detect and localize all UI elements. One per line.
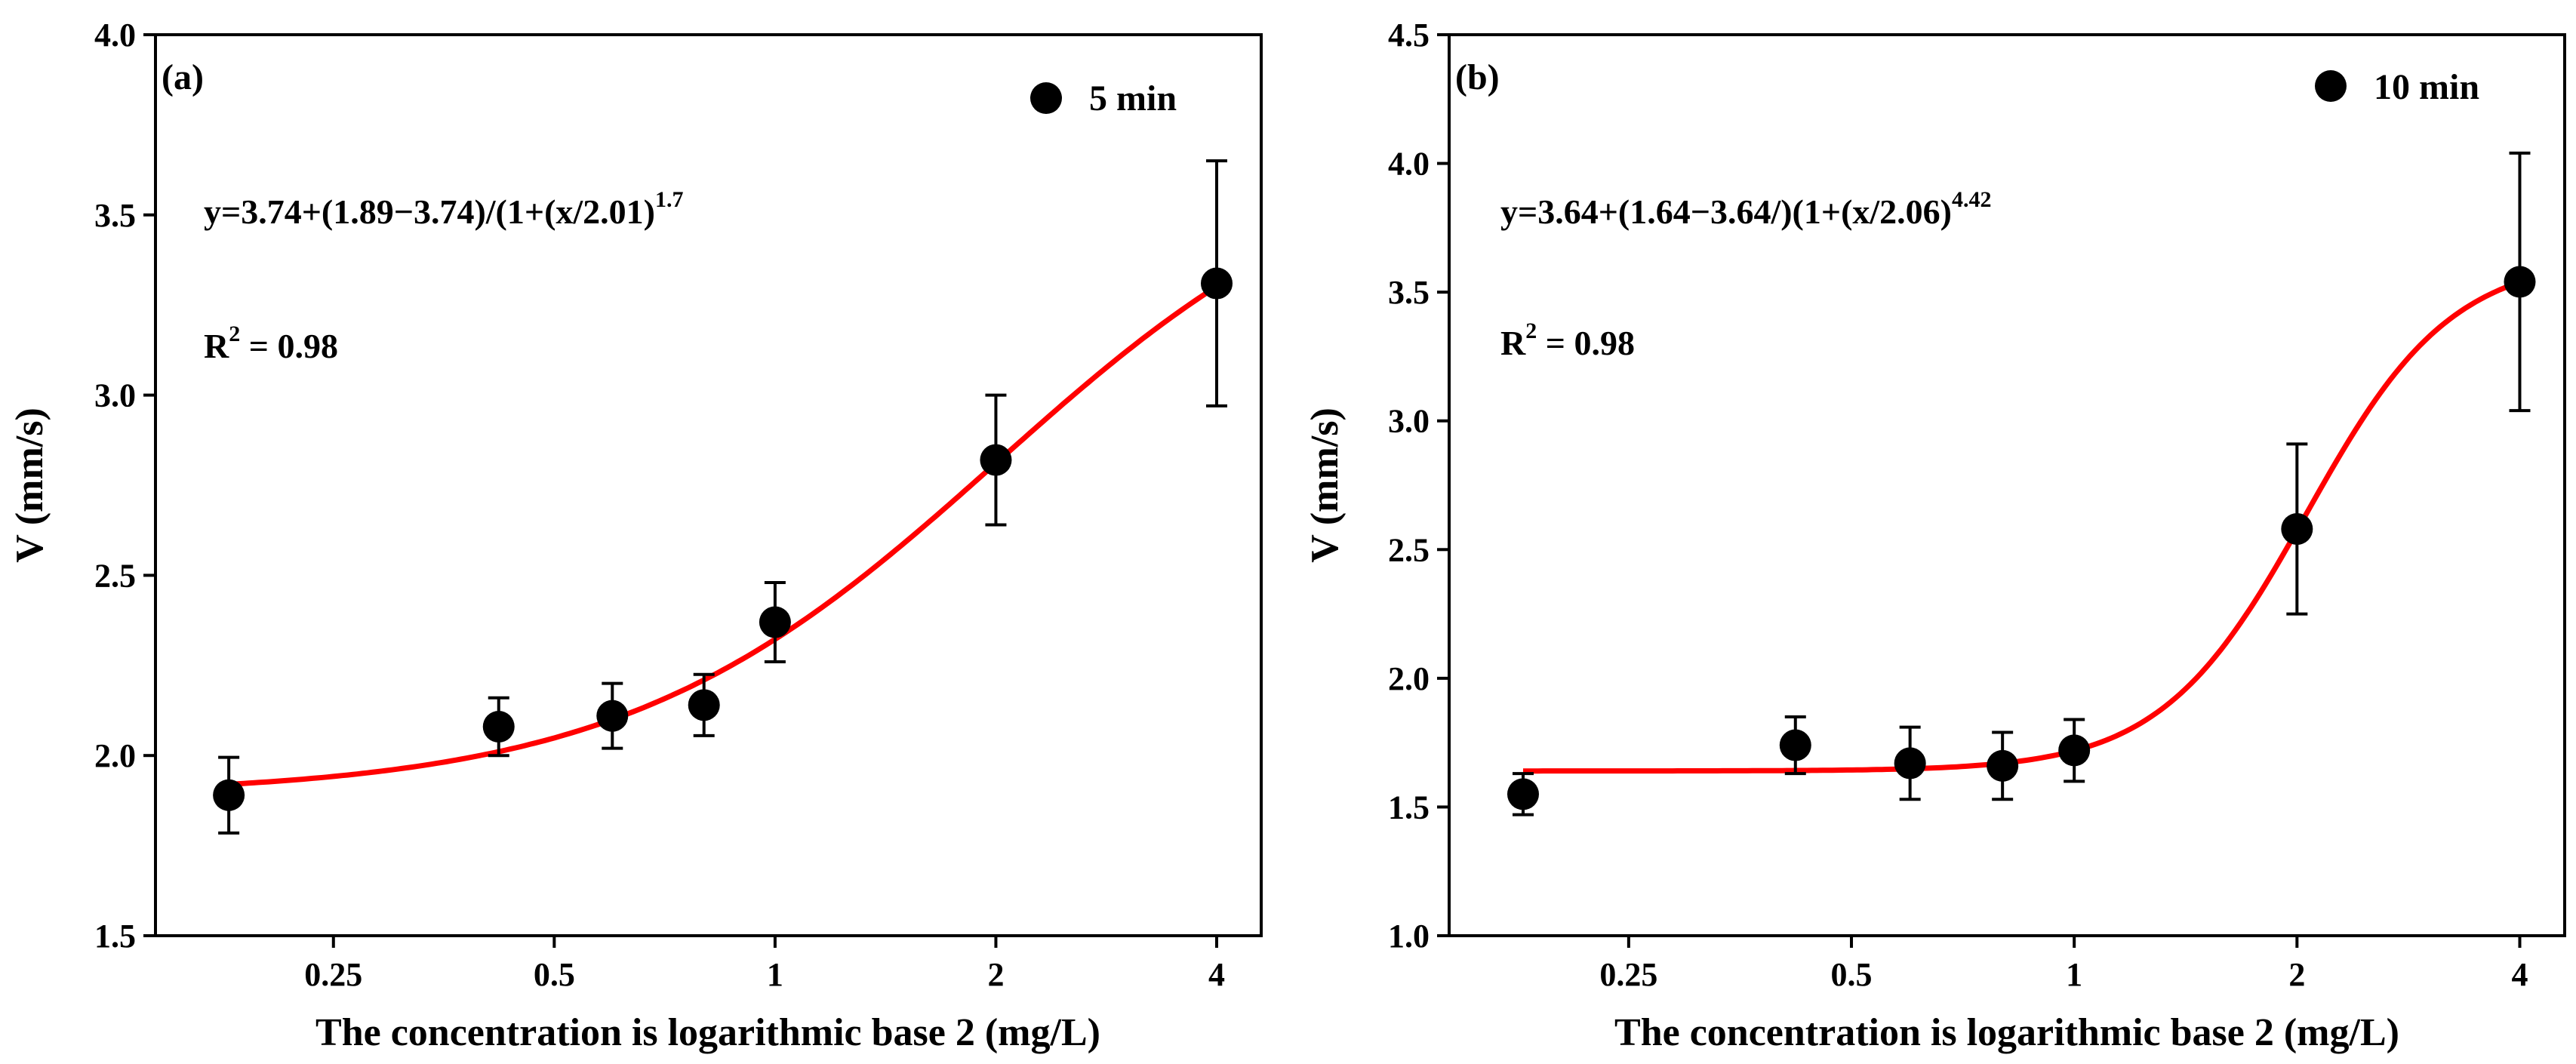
y-tick-label: 3.0 — [94, 377, 136, 414]
fit-equation-exponent: 4.42 — [1952, 187, 1992, 212]
y-tick-label: 2.5 — [94, 557, 136, 594]
y-tick-label: 2.5 — [1388, 531, 1430, 568]
fit-equation: y=3.64+(1.64−3.64/)(1+(x/2.06)4.42 — [1500, 187, 1992, 231]
r-squared: R2 = 0.98 — [1500, 318, 1635, 362]
y-tick-label: 4.5 — [1388, 17, 1430, 54]
fit-layer — [1523, 279, 2521, 774]
data-point — [2281, 442, 2313, 616]
x-tick-label: 1 — [2066, 956, 2082, 993]
point-marker — [1779, 729, 1811, 761]
legend-label: 10 min — [2374, 67, 2479, 107]
data-marks — [213, 159, 1233, 835]
point-marker — [2504, 266, 2536, 298]
data-point — [980, 393, 1012, 527]
data-point — [1894, 725, 1926, 801]
y-tick-label: 4.0 — [1388, 146, 1430, 183]
y-tick-label: 4.0 — [94, 17, 136, 54]
point-marker — [688, 689, 720, 721]
r-squared: R2 = 0.98 — [204, 321, 338, 365]
legend-label: 5 min — [1089, 78, 1177, 118]
y-tick-label: 3.5 — [1388, 274, 1430, 311]
point-marker — [1987, 749, 2019, 782]
fit-layer — [228, 284, 1218, 787]
y-tick-label: 3.5 — [94, 197, 136, 234]
x-tick-label: 2 — [987, 956, 1004, 993]
x-tick-label: 0.25 — [304, 956, 362, 993]
data-point — [1987, 730, 2019, 801]
r-squared-exponent: 2 — [229, 321, 240, 346]
r-squared-prefix: R — [204, 327, 229, 365]
point-marker — [2281, 512, 2313, 545]
point-marker — [1201, 267, 1233, 300]
r-squared-prefix: R — [1500, 324, 1526, 362]
point-marker — [482, 710, 515, 743]
y-tick-label: 1.0 — [1388, 918, 1430, 955]
x-axis-title: The concentration is logarithmic base 2 … — [1614, 1011, 2399, 1054]
y-tick-label: 1.5 — [1388, 789, 1430, 826]
data-marks — [1507, 151, 2536, 816]
y-tick-label: 1.5 — [94, 918, 136, 955]
panel-b: 0.25 0.5 1 2 4 1.0 1.5 2.0 2.5 3.0 3.5 4.0 4.5 (b) 1… — [1303, 17, 2566, 1054]
fit-curve — [1523, 279, 2521, 774]
r-squared-exponent: 2 — [1525, 318, 1537, 343]
x-tick-label: 0.5 — [534, 956, 575, 993]
y-tick-label: 2.0 — [94, 737, 136, 774]
point-marker — [759, 606, 791, 638]
fit-equation-exponent: 1.7 — [655, 187, 684, 212]
point-marker — [2058, 734, 2091, 767]
data-point — [688, 672, 720, 737]
x-tick-label: 0.5 — [1831, 956, 1873, 993]
data-point — [1779, 715, 1811, 776]
data-point — [759, 580, 791, 664]
data-point — [213, 755, 245, 835]
point-marker — [1894, 747, 1926, 780]
x-tick-label: 0.25 — [1599, 956, 1657, 993]
x-tick-label: 4 — [2511, 956, 2528, 993]
y-tick-label: 2.0 — [1388, 660, 1430, 697]
r-squared-value: = 0.98 — [1537, 324, 1635, 362]
panel-label: (a) — [162, 57, 204, 97]
data-point — [596, 681, 629, 750]
data-point — [2504, 151, 2536, 413]
fit-equation-base: y=3.64+(1.64−3.64/)(1+(x/2.06) — [1500, 192, 1952, 231]
data-point — [2058, 718, 2091, 783]
plot-frame — [1448, 33, 2566, 937]
legend-marker — [2315, 70, 2347, 102]
point-marker — [213, 779, 245, 811]
panel-label: (b) — [1455, 57, 1500, 97]
legend-marker — [1030, 82, 1062, 114]
x-tick-label: 4 — [1208, 956, 1225, 993]
x-tick-label: 2 — [2288, 956, 2305, 993]
data-point — [482, 696, 515, 758]
fit-curve — [228, 284, 1218, 787]
plot-frame — [154, 33, 1263, 937]
fit-equation-base: y=3.74+(1.89−3.74)/(1+(x/2.01) — [204, 192, 655, 231]
y-axis-title: V (mm/s) — [8, 407, 51, 563]
y-axis-title: V (mm/s) — [1303, 407, 1346, 563]
point-marker — [1507, 778, 1539, 810]
fit-equation: y=3.74+(1.89−3.74)/(1+(x/2.01)1.7 — [204, 187, 684, 231]
axis-ticks: 0.25 0.5 1 2 4 1.5 2.0 2.5 3.0 3.5 4.0 — [94, 17, 1225, 993]
point-marker — [980, 444, 1012, 476]
y-tick-label: 3.0 — [1388, 403, 1430, 440]
x-axis-title: The concentration is logarithmic base 2 … — [315, 1011, 1100, 1054]
r-squared-value: = 0.98 — [240, 327, 338, 365]
axis-ticks: 0.25 0.5 1 2 4 1.0 1.5 2.0 2.5 3.0 3.5 4.0 4.5 — [1388, 17, 2528, 993]
panel-a: 0.25 0.5 1 2 4 1.5 2.0 2.5 3.0 3.5 4.0 (a) 5 min y… — [8, 17, 1263, 1054]
x-tick-label: 1 — [767, 956, 783, 993]
data-point — [1201, 159, 1233, 407]
point-marker — [596, 700, 629, 732]
data-point — [1507, 772, 1539, 816]
